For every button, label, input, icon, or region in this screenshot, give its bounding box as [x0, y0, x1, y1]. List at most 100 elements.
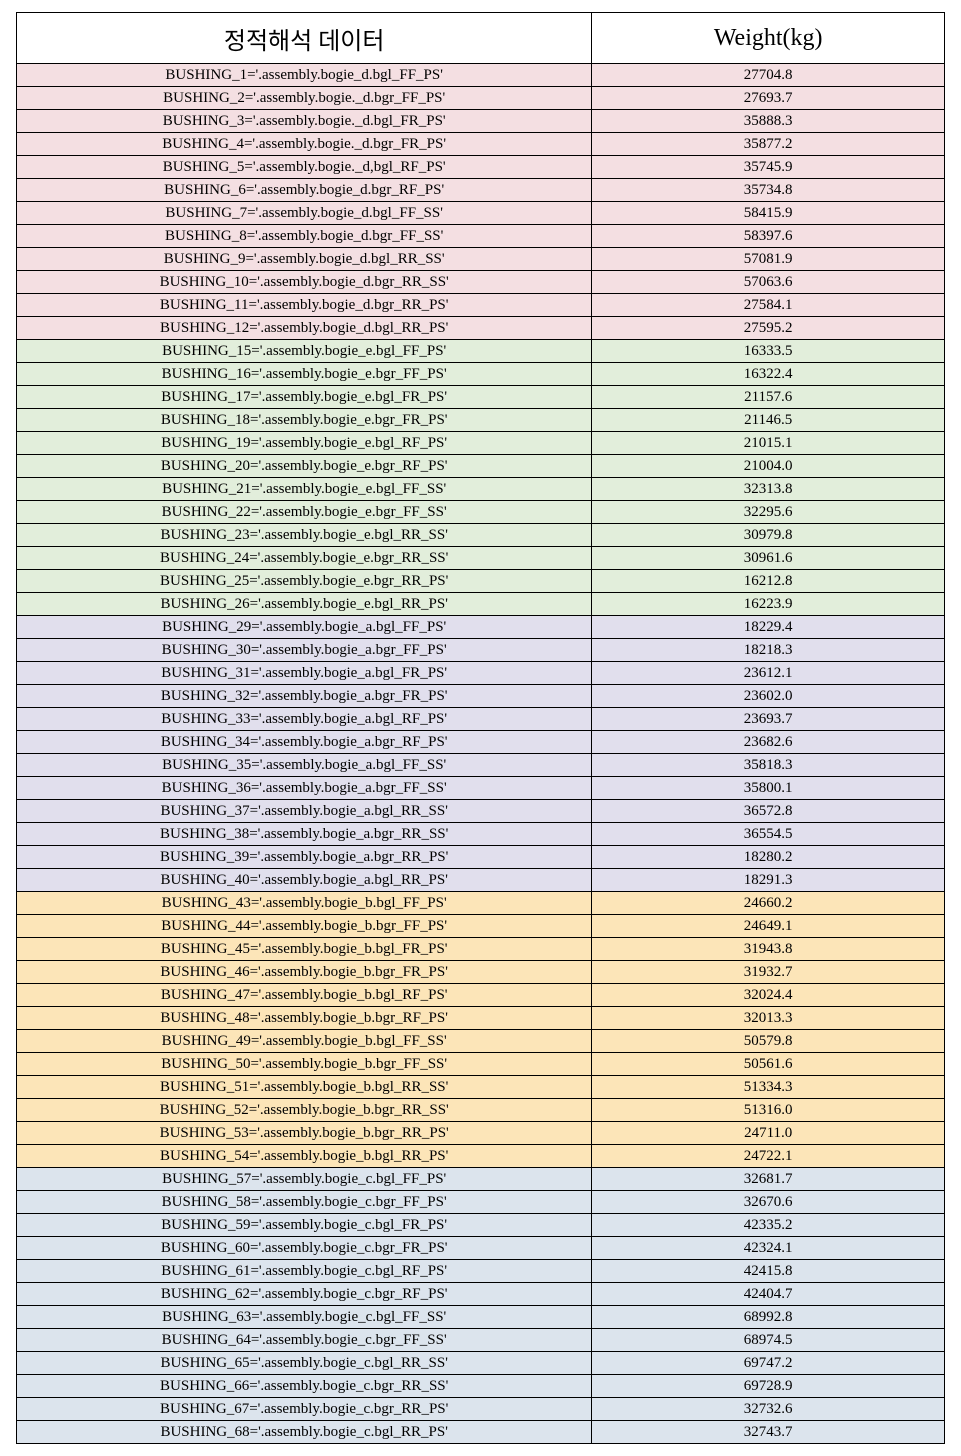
- table-row: BUSHING_23='.assembly.bogie_e.bgl_RR_SS'…: [17, 524, 945, 547]
- cell-weight: 32295.6: [592, 501, 945, 524]
- table-row: BUSHING_37='.assembly.bogie_a.bgl_RR_SS'…: [17, 800, 945, 823]
- table-row: BUSHING_8='.assembly.bogie_d.bgr_FF_SS'5…: [17, 225, 945, 248]
- cell-weight: 21146.5: [592, 409, 945, 432]
- cell-data: BUSHING_40='.assembly.bogie_a.bgl_RR_PS': [17, 869, 592, 892]
- cell-weight: 35888.3: [592, 110, 945, 133]
- cell-weight: 32024.4: [592, 984, 945, 1007]
- cell-data: BUSHING_67='.assembly.bogie_c.bgr_RR_PS': [17, 1398, 592, 1421]
- cell-data: BUSHING_10='.assembly.bogie_d.bgr_RR_SS': [17, 271, 592, 294]
- table-row: BUSHING_4='.assembly.bogie._d.bgr_FR_PS'…: [17, 133, 945, 156]
- cell-data: BUSHING_66='.assembly.bogie_c.bgr_RR_SS': [17, 1375, 592, 1398]
- cell-weight: 68974.5: [592, 1329, 945, 1352]
- cell-data: BUSHING_49='.assembly.bogie_b.bgl_FF_SS': [17, 1030, 592, 1053]
- table-row: BUSHING_11='.assembly.bogie_d.bgr_RR_PS'…: [17, 294, 945, 317]
- cell-weight: 18218.3: [592, 639, 945, 662]
- table-row: BUSHING_1='.assembly.bogie_d.bgl_FF_PS'2…: [17, 64, 945, 87]
- cell-data: BUSHING_60='.assembly.bogie_c.bgr_FR_PS': [17, 1237, 592, 1260]
- cell-data: BUSHING_64='.assembly.bogie_c.bgr_FF_SS': [17, 1329, 592, 1352]
- table-row: BUSHING_40='.assembly.bogie_a.bgl_RR_PS'…: [17, 869, 945, 892]
- table-row: BUSHING_7='.assembly.bogie_d.bgl_FF_SS'5…: [17, 202, 945, 225]
- cell-weight: 21015.1: [592, 432, 945, 455]
- table-row: BUSHING_20='.assembly.bogie_e.bgr_RF_PS'…: [17, 455, 945, 478]
- cell-weight: 32732.6: [592, 1398, 945, 1421]
- cell-data: BUSHING_61='.assembly.bogie_c.bgl_RF_PS': [17, 1260, 592, 1283]
- table-row: BUSHING_29='.assembly.bogie_a.bgl_FF_PS'…: [17, 616, 945, 639]
- page: 정적해석 데이터 Weight(kg) BUSHING_1='.assembly…: [0, 0, 961, 1456]
- table-row: BUSHING_38='.assembly.bogie_a.bgr_RR_SS'…: [17, 823, 945, 846]
- cell-data: BUSHING_50='.assembly.bogie_b.bgr_FF_SS': [17, 1053, 592, 1076]
- cell-data: BUSHING_20='.assembly.bogie_e.bgr_RF_PS': [17, 455, 592, 478]
- cell-weight: 42415.8: [592, 1260, 945, 1283]
- table-row: BUSHING_21='.assembly.bogie_e.bgl_FF_SS'…: [17, 478, 945, 501]
- table-row: BUSHING_35='.assembly.bogie_a.bgl_FF_SS'…: [17, 754, 945, 777]
- cell-data: BUSHING_62='.assembly.bogie_c.bgr_RF_PS': [17, 1283, 592, 1306]
- table-row: BUSHING_36='.assembly.bogie_a.bgr_FF_SS'…: [17, 777, 945, 800]
- cell-data: BUSHING_23='.assembly.bogie_e.bgl_RR_SS': [17, 524, 592, 547]
- table-row: BUSHING_12='.assembly.bogie_d.bgl_RR_PS'…: [17, 317, 945, 340]
- cell-data: BUSHING_65='.assembly.bogie_c.bgl_RR_SS': [17, 1352, 592, 1375]
- cell-data: BUSHING_68='.assembly.bogie_c.bgl_RR_PS': [17, 1421, 592, 1444]
- cell-data: BUSHING_22='.assembly.bogie_e.bgr_FF_SS': [17, 501, 592, 524]
- cell-data: BUSHING_44='.assembly.bogie_b.bgr_FF_PS': [17, 915, 592, 938]
- cell-weight: 35745.9: [592, 156, 945, 179]
- table-row: BUSHING_64='.assembly.bogie_c.bgr_FF_SS'…: [17, 1329, 945, 1352]
- table-row: BUSHING_66='.assembly.bogie_c.bgr_RR_SS'…: [17, 1375, 945, 1398]
- cell-weight: 50579.8: [592, 1030, 945, 1053]
- cell-data: BUSHING_34='.assembly.bogie_a.bgr_RF_PS': [17, 731, 592, 754]
- table-row: BUSHING_50='.assembly.bogie_b.bgr_FF_SS'…: [17, 1053, 945, 1076]
- table-row: BUSHING_18='.assembly.bogie_e.bgr_FR_PS'…: [17, 409, 945, 432]
- table-row: BUSHING_24='.assembly.bogie_e.bgr_RR_SS'…: [17, 547, 945, 570]
- cell-weight: 50561.6: [592, 1053, 945, 1076]
- cell-data: BUSHING_5='.assembly.bogie._d,bgl_RF_PS': [17, 156, 592, 179]
- cell-weight: 27595.2: [592, 317, 945, 340]
- table-row: BUSHING_2='.assembly.bogie._d.bgr_FF_PS'…: [17, 87, 945, 110]
- table-row: BUSHING_25='.assembly.bogie_e.bgr_RR_PS'…: [17, 570, 945, 593]
- table-row: BUSHING_17='.assembly.bogie_e.bgl_FR_PS'…: [17, 386, 945, 409]
- cell-weight: 32743.7: [592, 1421, 945, 1444]
- table-row: BUSHING_3='.assembly.bogie._d.bgl_FR_PS'…: [17, 110, 945, 133]
- cell-data: BUSHING_19='.assembly.bogie_e.bgl_RF_PS': [17, 432, 592, 455]
- cell-data: BUSHING_54='.assembly.bogie_b.bgl_RR_PS': [17, 1145, 592, 1168]
- cell-weight: 16223.9: [592, 593, 945, 616]
- table-row: BUSHING_6='.assembly.bogie_d.bgr_RF_PS'3…: [17, 179, 945, 202]
- table-row: BUSHING_34='.assembly.bogie_a.bgr_RF_PS'…: [17, 731, 945, 754]
- cell-weight: 31932.7: [592, 961, 945, 984]
- cell-data: BUSHING_9='.assembly.bogie_d.bgl_RR_SS': [17, 248, 592, 271]
- cell-data: BUSHING_39='.assembly.bogie_a.bgr_RR_PS': [17, 846, 592, 869]
- cell-weight: 23602.0: [592, 685, 945, 708]
- cell-data: BUSHING_52='.assembly.bogie_b.bgr_RR_SS': [17, 1099, 592, 1122]
- cell-weight: 57081.9: [592, 248, 945, 271]
- cell-data: BUSHING_15='.assembly.bogie_e.bgl_FF_PS': [17, 340, 592, 363]
- table-row: BUSHING_62='.assembly.bogie_c.bgr_RF_PS'…: [17, 1283, 945, 1306]
- cell-data: BUSHING_43='.assembly.bogie_b.bgl_FF_PS': [17, 892, 592, 915]
- cell-weight: 58415.9: [592, 202, 945, 225]
- cell-weight: 31943.8: [592, 938, 945, 961]
- table-row: BUSHING_67='.assembly.bogie_c.bgr_RR_PS'…: [17, 1398, 945, 1421]
- cell-data: BUSHING_12='.assembly.bogie_d.bgl_RR_PS': [17, 317, 592, 340]
- cell-data: BUSHING_21='.assembly.bogie_e.bgl_FF_SS': [17, 478, 592, 501]
- cell-data: BUSHING_4='.assembly.bogie._d.bgr_FR_PS': [17, 133, 592, 156]
- header-row: 정적해석 데이터 Weight(kg): [17, 13, 945, 64]
- cell-weight: 69747.2: [592, 1352, 945, 1375]
- cell-data: BUSHING_58='.assembly.bogie_c.bgr_FF_PS': [17, 1191, 592, 1214]
- cell-data: BUSHING_2='.assembly.bogie._d.bgr_FF_PS': [17, 87, 592, 110]
- cell-weight: 42335.2: [592, 1214, 945, 1237]
- table-row: BUSHING_61='.assembly.bogie_c.bgl_RF_PS'…: [17, 1260, 945, 1283]
- table-row: BUSHING_33='.assembly.bogie_a.bgl_RF_PS'…: [17, 708, 945, 731]
- cell-weight: 27693.7: [592, 87, 945, 110]
- cell-weight: 30979.8: [592, 524, 945, 547]
- table-row: BUSHING_31='.assembly.bogie_a.bgl_FR_PS'…: [17, 662, 945, 685]
- header-col-data: 정적해석 데이터: [17, 13, 592, 64]
- table-row: BUSHING_44='.assembly.bogie_b.bgr_FF_PS'…: [17, 915, 945, 938]
- cell-weight: 42324.1: [592, 1237, 945, 1260]
- cell-weight: 18280.2: [592, 846, 945, 869]
- table-row: BUSHING_30='.assembly.bogie_a.bgr_FF_PS'…: [17, 639, 945, 662]
- cell-weight: 35734.8: [592, 179, 945, 202]
- cell-weight: 35818.3: [592, 754, 945, 777]
- cell-weight: 18229.4: [592, 616, 945, 639]
- cell-weight: 32313.8: [592, 478, 945, 501]
- cell-data: BUSHING_17='.assembly.bogie_e.bgl_FR_PS': [17, 386, 592, 409]
- cell-data: BUSHING_25='.assembly.bogie_e.bgr_RR_PS': [17, 570, 592, 593]
- cell-weight: 30961.6: [592, 547, 945, 570]
- cell-data: BUSHING_37='.assembly.bogie_a.bgl_RR_SS': [17, 800, 592, 823]
